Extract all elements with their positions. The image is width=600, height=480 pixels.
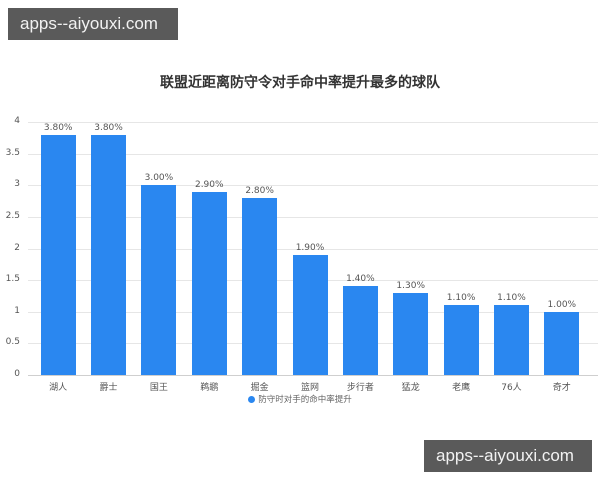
y-tick-label: 2 <box>14 243 20 253</box>
data-label: 1.30% <box>396 280 426 291</box>
gridline <box>28 217 598 218</box>
x-tick-label: 老鹰 <box>452 383 471 393</box>
data-label: 1.10% <box>497 293 526 304</box>
legend-label: 防守时对手的命中率提升 <box>258 395 352 405</box>
y-tick-label: 0 <box>14 369 20 379</box>
x-tick-label: 掘金 <box>250 383 269 393</box>
x-tick-label: 篮网 <box>300 383 319 393</box>
gridline <box>28 154 598 155</box>
y-tick-label: 3 <box>14 179 20 189</box>
bar <box>493 305 529 375</box>
data-label: 2.80% <box>245 185 274 196</box>
bar <box>342 286 378 375</box>
x-tick-label: 湖人 <box>49 383 68 393</box>
gridline <box>28 185 598 186</box>
bar <box>292 254 328 375</box>
bar <box>443 305 479 375</box>
gridline <box>28 375 598 376</box>
gridline <box>28 249 598 250</box>
y-tick-label: 1.5 <box>5 274 20 284</box>
x-tick-label: 猛龙 <box>401 383 420 393</box>
x-tick-label: 奇才 <box>552 383 571 393</box>
y-tick-label: 3.5 <box>5 148 20 158</box>
data-label: 1.00% <box>547 299 577 310</box>
gridline <box>28 122 598 123</box>
data-label: 3.00% <box>144 173 174 184</box>
bar <box>191 191 227 375</box>
y-tick-label: 0.5 <box>5 337 20 347</box>
bar <box>141 185 177 375</box>
legend: 防守时对手的命中率提升 <box>0 393 600 405</box>
x-tick-label: 鹈鹕 <box>200 383 219 393</box>
data-label: 1.90% <box>295 242 325 253</box>
bar <box>242 197 278 375</box>
data-label: 1.40% <box>346 274 375 285</box>
bar <box>544 311 580 375</box>
bar <box>393 292 429 375</box>
watermark-bottom: apps--aiyouxi.com <box>424 440 592 472</box>
chart-title: 联盟近距离防守令对手命中率提升最多的球队 <box>160 75 440 91</box>
bar <box>40 134 76 375</box>
data-label: 2.90% <box>194 179 224 190</box>
watermark-top: apps--aiyouxi.com <box>8 8 178 40</box>
y-tick-label: 1 <box>14 306 20 316</box>
bar <box>91 134 127 375</box>
x-tick-label: 76人 <box>501 383 522 393</box>
x-tick-label: 国王 <box>149 383 168 393</box>
x-tick-label: 爵士 <box>99 383 118 393</box>
data-label: 3.80% <box>43 122 73 133</box>
y-tick-label: 2.5 <box>5 211 20 221</box>
x-tick-label: 步行者 <box>346 383 374 393</box>
y-tick-label: 4 <box>14 116 20 126</box>
data-label: 3.80% <box>94 122 123 133</box>
data-label: 1.10% <box>446 293 476 304</box>
legend-dot-icon <box>248 396 256 403</box>
